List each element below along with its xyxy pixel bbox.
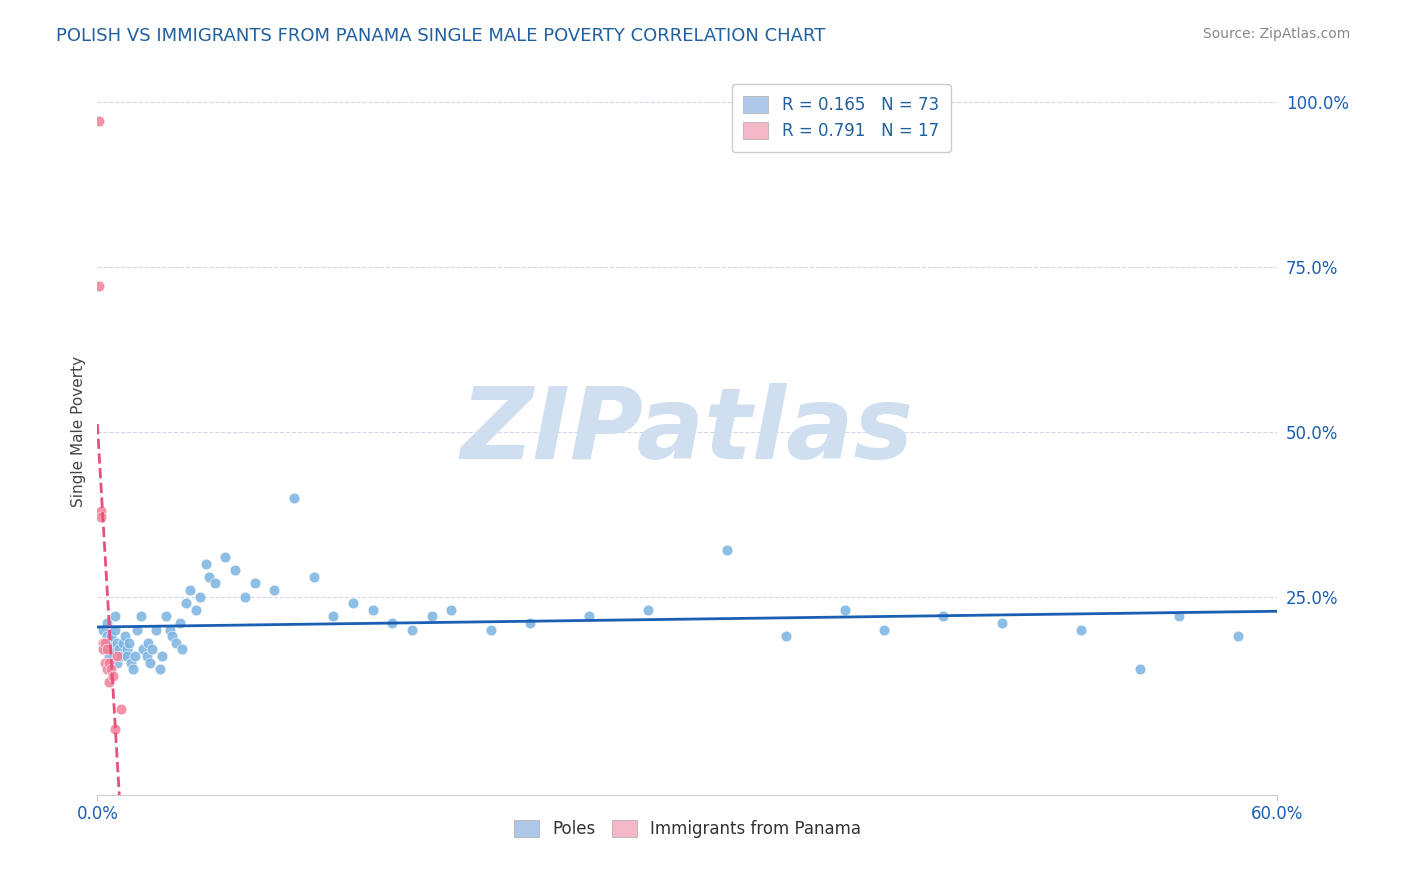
Poles [263,582,285,597]
Poles [104,609,127,624]
Poles [118,636,141,650]
Poles [139,656,162,670]
Poles [932,609,955,624]
Immigrants from Panama [91,636,114,650]
Poles [131,642,153,657]
Poles [991,616,1014,631]
Poles [114,629,136,643]
Immigrants from Panama [94,656,117,670]
Poles [873,623,896,637]
Poles [1129,662,1152,676]
Poles [100,629,122,643]
Poles [637,603,659,617]
Poles [342,596,364,610]
Poles [170,642,193,657]
Legend: Poles, Immigrants from Panama: Poles, Immigrants from Panama [508,813,868,845]
Poles [155,609,177,624]
Poles [204,576,226,591]
Poles [479,623,502,637]
Poles [96,616,118,631]
Y-axis label: Single Male Poverty: Single Male Poverty [72,356,86,508]
Immigrants from Panama [91,642,114,657]
Poles [120,656,142,670]
Poles [224,563,246,577]
Immigrants from Panama [90,510,112,524]
Poles [381,616,404,631]
Poles [159,623,181,637]
Poles [138,636,160,650]
Poles [322,609,344,624]
Poles [179,582,201,597]
Immigrants from Panama [96,642,118,657]
Poles [125,623,148,637]
Immigrants from Panama [104,722,127,736]
Immigrants from Panama [101,669,124,683]
Poles [98,636,121,650]
Poles [198,570,221,584]
Poles [188,590,211,604]
Poles [110,649,132,664]
Immigrants from Panama [110,702,132,716]
Poles [105,636,128,650]
Poles [775,629,797,643]
Poles [233,590,256,604]
Poles [283,491,305,505]
Poles [243,576,266,591]
Poles [519,616,541,631]
Poles [716,543,738,558]
Poles [98,649,121,664]
Text: Source: ZipAtlas.com: Source: ZipAtlas.com [1202,27,1350,41]
Immigrants from Panama [100,662,122,676]
Poles [578,609,600,624]
Immigrants from Panama [89,114,111,128]
Text: ZIPatlas: ZIPatlas [461,383,914,480]
Immigrants from Panama [90,504,112,518]
Poles [150,649,173,664]
Poles [834,603,856,617]
Immigrants from Panama [94,636,117,650]
Poles [361,603,384,617]
Immigrants from Panama [98,675,121,690]
Immigrants from Panama [96,662,118,676]
Poles [111,636,134,650]
Poles [108,642,131,657]
Poles [214,549,236,564]
Poles [440,603,463,617]
Poles [160,629,183,643]
Poles [104,623,127,637]
Poles [1070,623,1092,637]
Poles [1227,629,1250,643]
Poles [169,616,191,631]
Poles [1168,609,1191,624]
Poles [94,642,117,657]
Immigrants from Panama [98,656,121,670]
Poles [184,603,207,617]
Poles [105,656,128,670]
Poles [135,649,157,664]
Poles [121,662,143,676]
Poles [129,609,152,624]
Poles [115,642,138,657]
Poles [174,596,197,610]
Immigrants from Panama [105,649,128,664]
Poles [149,662,172,676]
Poles [165,636,187,650]
Poles [91,623,114,637]
Poles [96,629,118,643]
Poles [302,570,325,584]
Text: POLISH VS IMMIGRANTS FROM PANAMA SINGLE MALE POVERTY CORRELATION CHART: POLISH VS IMMIGRANTS FROM PANAMA SINGLE … [56,27,825,45]
Poles [420,609,443,624]
Poles [101,642,124,657]
Poles [124,649,146,664]
Poles [194,557,217,571]
Poles [141,642,163,657]
Poles [401,623,423,637]
Immigrants from Panama [89,279,111,293]
Poles [115,649,138,664]
Poles [145,623,167,637]
